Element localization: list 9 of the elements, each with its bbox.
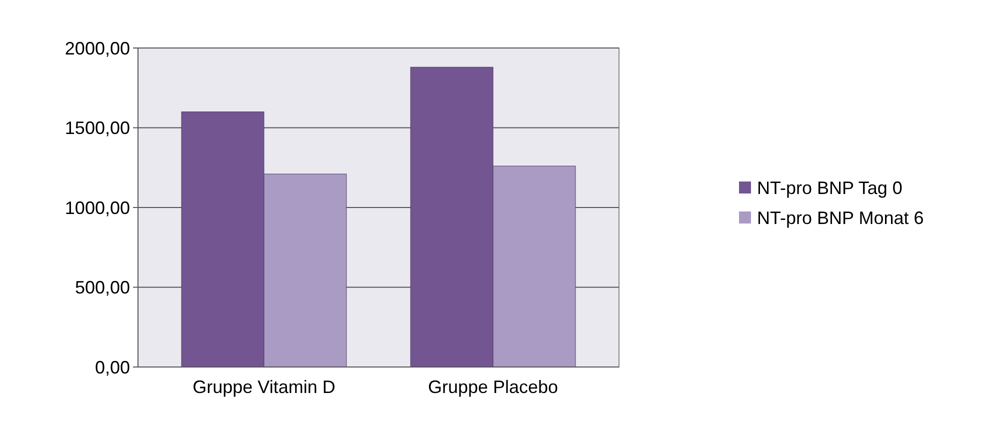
legend-label: NT-pro BNP Monat 6 (757, 208, 924, 228)
x-tick-label: Gruppe Vitamin D (192, 377, 336, 397)
y-tick-label: 2000,00 (64, 38, 130, 58)
y-tick-label: 1000,00 (64, 198, 130, 218)
y-tick-label: 500,00 (74, 278, 130, 298)
y-tick-label: 0,00 (94, 357, 130, 378)
legend-label: NT-pro BNP Tag 0 (757, 178, 902, 198)
x-tick-label: Gruppe Placebo (428, 377, 558, 397)
y-tick-label: 1500,00 (64, 118, 130, 138)
